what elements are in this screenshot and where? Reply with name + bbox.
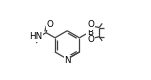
- Text: O: O: [47, 20, 54, 29]
- Text: O: O: [88, 35, 95, 44]
- Text: B: B: [87, 28, 93, 37]
- Text: N: N: [64, 56, 71, 65]
- Text: O: O: [88, 20, 95, 29]
- Text: HN: HN: [29, 32, 42, 41]
